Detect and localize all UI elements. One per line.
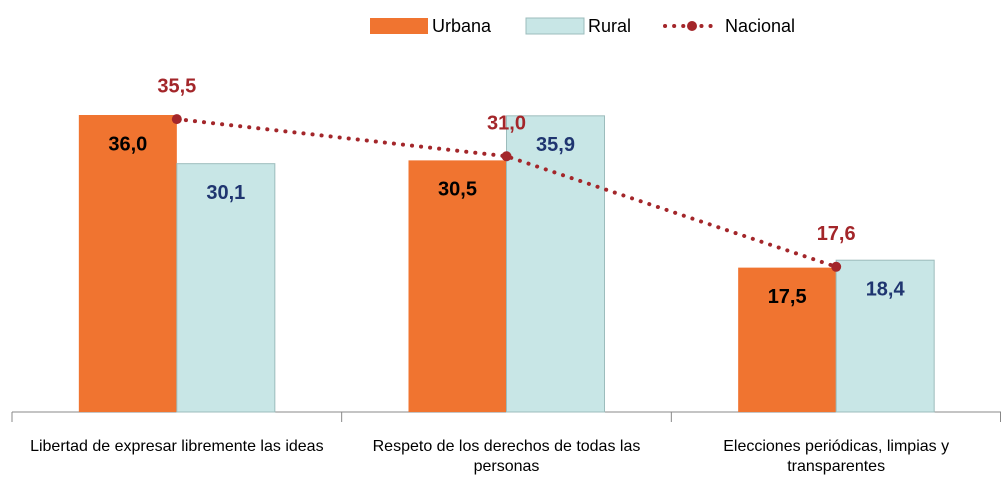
x-tick-label: Libertad de expresar libremente las idea…	[30, 438, 324, 455]
data-label: 17,5	[768, 286, 807, 308]
data-label: 30,5	[438, 179, 477, 201]
bar	[738, 267, 837, 412]
bar	[176, 163, 276, 413]
line	[174, 117, 839, 269]
x-tick-label: Respeto de los derechos de todas las per…	[372, 438, 641, 475]
data-label: 36,0	[108, 133, 147, 155]
data-label: 30,1	[206, 182, 245, 204]
legend-swatch	[525, 17, 585, 35]
legend-label: Nacional	[725, 16, 795, 36]
data-label: 35,9	[536, 134, 575, 156]
data-label: 17,6	[817, 223, 856, 245]
legend-label: Urbana	[432, 16, 492, 36]
legend-label: Rural	[588, 16, 631, 36]
bar	[506, 115, 605, 413]
bar	[78, 115, 177, 412]
bar	[835, 259, 935, 413]
data-label: 31,0	[487, 113, 526, 135]
line-marker	[171, 114, 182, 125]
bar	[408, 160, 507, 412]
legend-swatch	[370, 18, 428, 34]
data-label: 18,4	[866, 278, 906, 300]
line-marker	[831, 261, 842, 272]
legend-marker	[687, 21, 697, 31]
data-label: 35,5	[157, 75, 196, 97]
x-tick-label: Elecciones periódicas, limpias y transpa…	[723, 438, 950, 475]
line-marker	[501, 151, 512, 162]
